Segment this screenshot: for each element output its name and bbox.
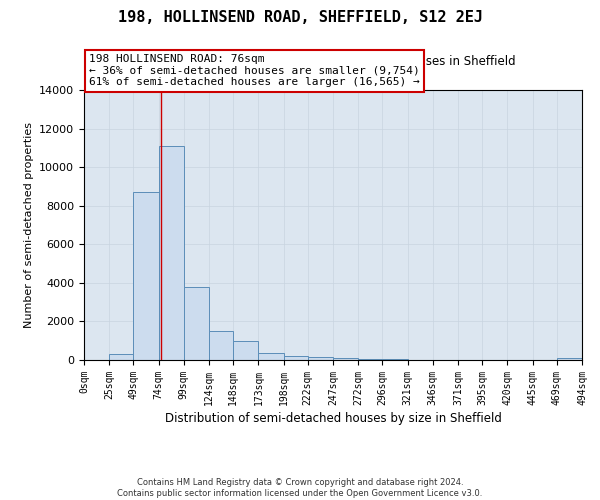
Bar	[308, 357, 333, 360]
Title: Size of property relative to semi-detached houses in Sheffield: Size of property relative to semi-detach…	[150, 55, 516, 68]
Bar	[284, 356, 308, 360]
Bar	[233, 340, 259, 360]
Y-axis label: Number of semi-detached properties: Number of semi-detached properties	[23, 122, 34, 328]
X-axis label: Distribution of semi-detached houses by size in Sheffield: Distribution of semi-detached houses by …	[164, 412, 502, 425]
Bar	[184, 286, 209, 360]
Text: 198, HOLLINSEND ROAD, SHEFFIELD, S12 2EJ: 198, HOLLINSEND ROAD, SHEFFIELD, S12 2EJ	[118, 10, 482, 25]
Bar	[109, 354, 133, 360]
Bar	[133, 192, 158, 360]
Text: 198 HOLLINSEND ROAD: 76sqm
← 36% of semi-detached houses are smaller (9,754)
61%: 198 HOLLINSEND ROAD: 76sqm ← 36% of semi…	[89, 54, 420, 88]
Bar	[557, 358, 582, 360]
Text: Contains HM Land Registry data © Crown copyright and database right 2024.
Contai: Contains HM Land Registry data © Crown c…	[118, 478, 482, 498]
Bar	[158, 146, 184, 360]
Bar	[259, 352, 284, 360]
Bar	[209, 331, 233, 360]
Bar	[333, 358, 358, 360]
